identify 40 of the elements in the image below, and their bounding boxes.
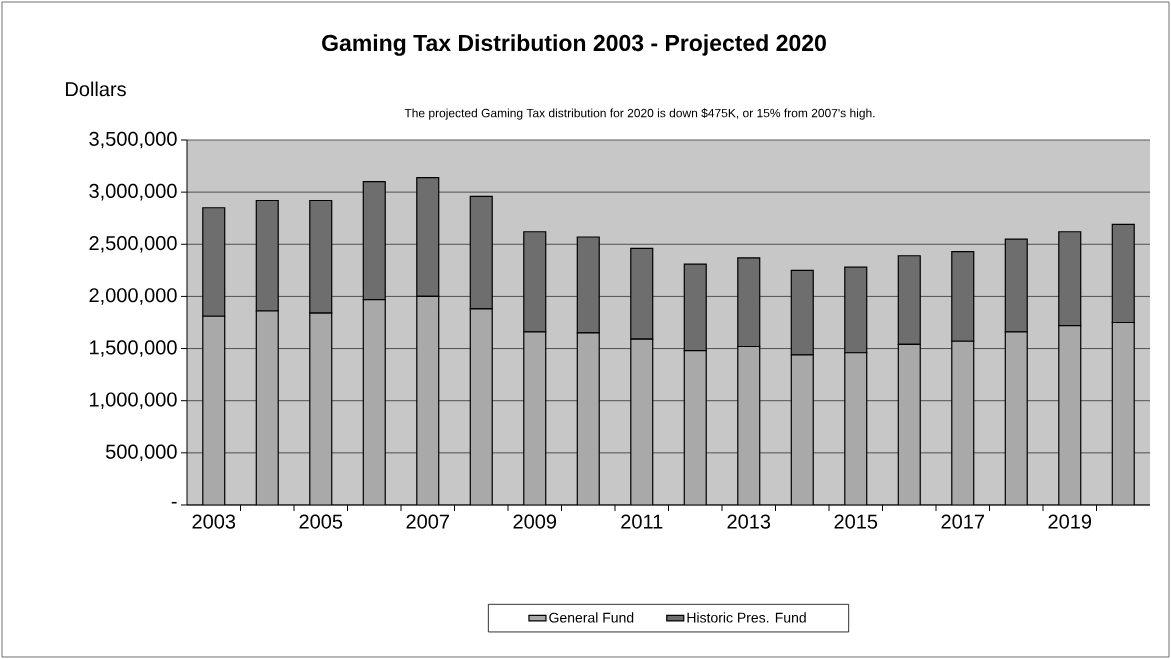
bar: [309, 313, 332, 505]
x-tick-label: 2015: [834, 514, 878, 529]
bar: [684, 350, 707, 505]
y-tick-label: 3,000,000: [89, 183, 177, 201]
legend-label: Historic Pres. Fund: [687, 612, 806, 623]
bar: [951, 341, 974, 505]
x-tick-label: 2007: [406, 514, 449, 529]
y-axis-title: Dollars: [66, 81, 126, 97]
bar: [791, 354, 814, 505]
legend-label: General Fund: [549, 612, 634, 623]
x-tick-label: 2009: [513, 514, 557, 529]
bar: [363, 299, 386, 505]
bar: [1058, 325, 1081, 505]
bar: [1111, 321, 1135, 505]
bar: [523, 331, 546, 505]
bar: [577, 332, 600, 505]
bar: [416, 296, 439, 505]
y-tick-label: 2,500,000: [89, 236, 177, 253]
bar: [844, 352, 867, 505]
bar: [202, 316, 225, 505]
chart-subtitle: The projected Gaming Tax distribution for 2020 is down $475K, or 15% from 2007's high.: [404, 108, 875, 120]
x-tick-label: 2013: [727, 514, 771, 529]
x-tick-label: 2003: [192, 514, 236, 529]
bar: [737, 346, 760, 505]
chart-title: Gaming Tax Distribution 2003 - Projected 2020: [322, 34, 826, 56]
bar: [898, 344, 921, 505]
x-tick-label: 2019: [1048, 514, 1092, 529]
x-tick-label: 2017: [941, 514, 984, 529]
bar: [470, 308, 493, 505]
x-tick-label: 2011: [621, 514, 663, 529]
bar: [1005, 331, 1028, 505]
y-tick-label: 500,000: [105, 444, 177, 462]
x-tick-label: 2005: [299, 514, 343, 529]
y-tick-label: 2,000,000: [89, 288, 177, 305]
bar: [256, 311, 279, 505]
y-tick-label: -: [171, 501, 177, 504]
y-tick-label: 1,500,000: [90, 340, 177, 357]
y-tick-label: 1,000,000: [90, 392, 177, 409]
y-tick-label: 3,500,000: [89, 131, 177, 149]
bar: [630, 339, 653, 505]
